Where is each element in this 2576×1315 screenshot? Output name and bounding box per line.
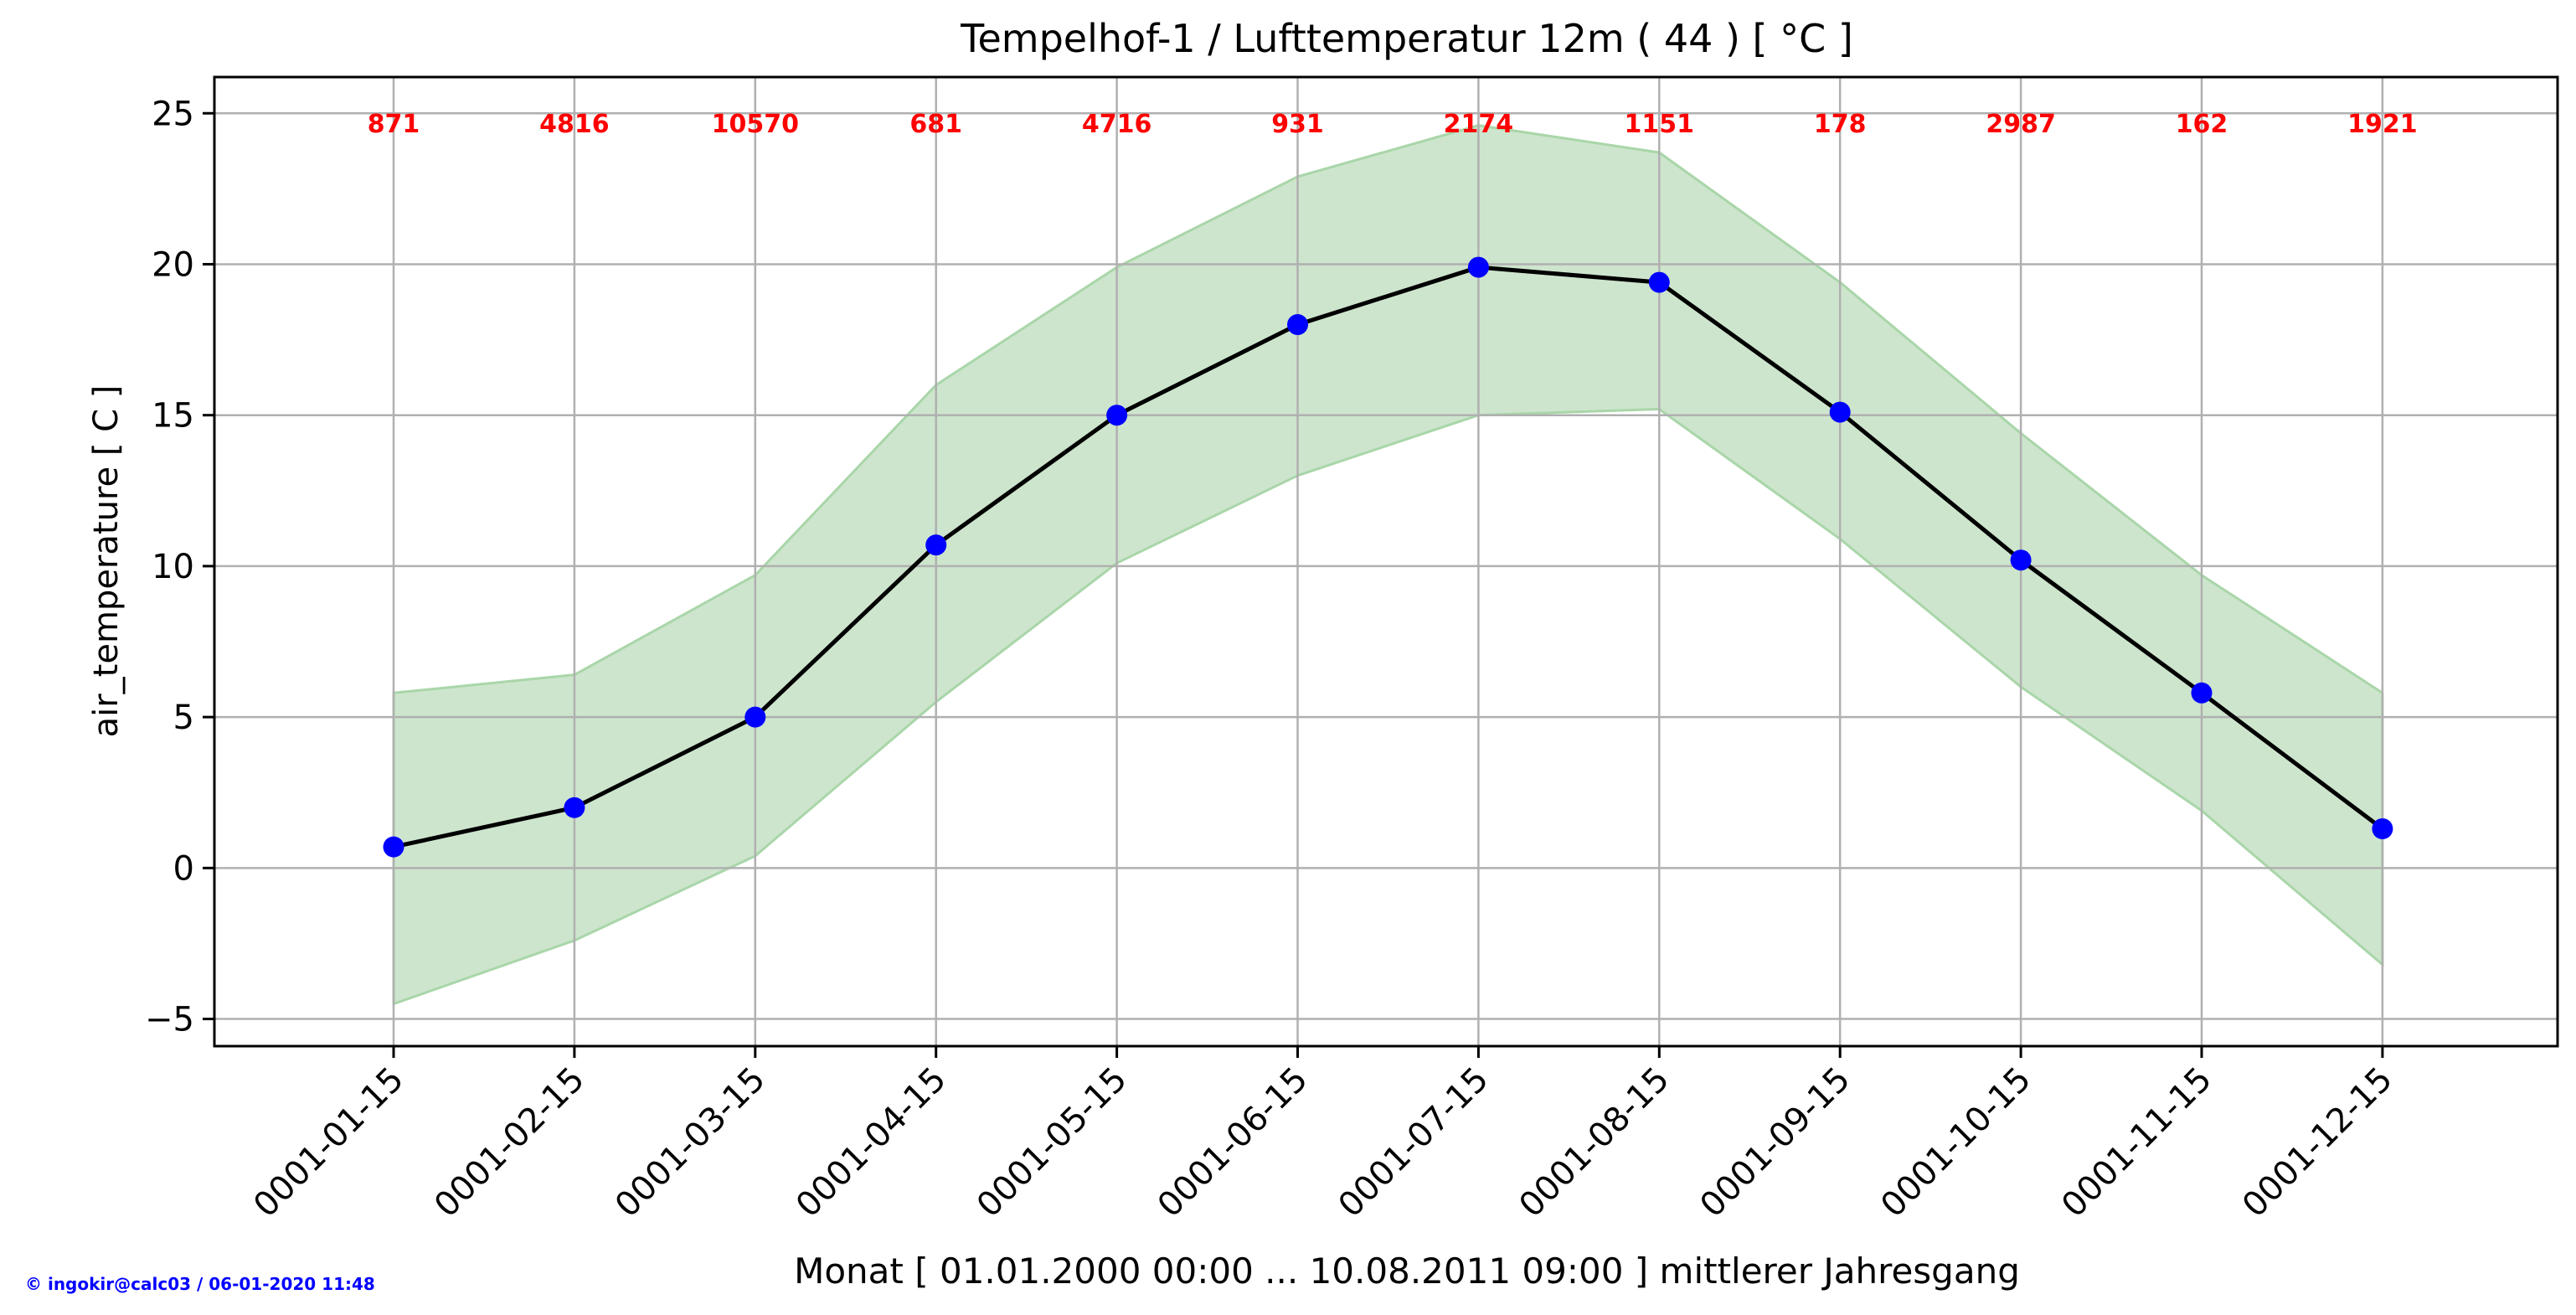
count-label: 2987 bbox=[1986, 110, 2056, 139]
data-point bbox=[564, 797, 585, 818]
y-tick-label: 0 bbox=[173, 849, 194, 888]
y-tick-label: 20 bbox=[152, 245, 194, 284]
count-label: 2174 bbox=[1444, 110, 1514, 139]
y-tick-label: 10 bbox=[152, 548, 194, 586]
data-point bbox=[1106, 405, 1128, 426]
count-labels: 871 4816 10570 681 4716 931 2174 1151 178 2987 162… bbox=[368, 110, 2418, 139]
count-label: 871 bbox=[368, 110, 420, 139]
data-point bbox=[383, 836, 404, 858]
y-tick-label: 25 bbox=[152, 95, 194, 133]
count-label: 1151 bbox=[1625, 110, 1695, 139]
chart-title: Tempelhof-1 / Lufttemperatur 12m ( 44 ) … bbox=[960, 16, 1853, 61]
y-axis-label: air_temperature [ C ] bbox=[87, 385, 126, 738]
data-point bbox=[1287, 314, 1308, 336]
count-label: 1921 bbox=[2347, 110, 2418, 139]
data-points bbox=[383, 256, 2393, 858]
series-line bbox=[393, 265, 2384, 849]
count-label: 681 bbox=[909, 110, 962, 139]
mean-line bbox=[393, 265, 2384, 849]
y-tick-label: −5 bbox=[145, 1001, 194, 1039]
count-label: 178 bbox=[1814, 110, 1867, 139]
count-label: 931 bbox=[1271, 110, 1324, 139]
x-axis-label: Monat [ 01.01.2000 00:00 ... 10.08.2011 … bbox=[794, 1251, 2020, 1292]
data-point bbox=[2191, 682, 2213, 704]
data-point bbox=[925, 534, 947, 556]
count-label: 10570 bbox=[712, 110, 799, 139]
y-tick-label: 15 bbox=[152, 397, 194, 436]
data-point bbox=[2010, 549, 2032, 571]
y-axis: −5 0 5 10 15 20 25 bbox=[145, 95, 214, 1039]
count-label: 4716 bbox=[1082, 110, 1152, 139]
y-tick-label: 5 bbox=[173, 699, 194, 737]
grid bbox=[214, 77, 2558, 1046]
data-point bbox=[2372, 817, 2393, 839]
data-point bbox=[1829, 401, 1851, 423]
count-label: 162 bbox=[2176, 110, 2228, 139]
data-point bbox=[744, 706, 766, 728]
count-label: 4816 bbox=[539, 110, 610, 139]
footer-credit: © ingokir@calc03 / 06-01-2020 11:48 bbox=[25, 1274, 375, 1294]
data-point bbox=[1648, 271, 1670, 293]
data-point bbox=[1467, 256, 1489, 278]
plot-frame bbox=[213, 75, 2559, 1048]
